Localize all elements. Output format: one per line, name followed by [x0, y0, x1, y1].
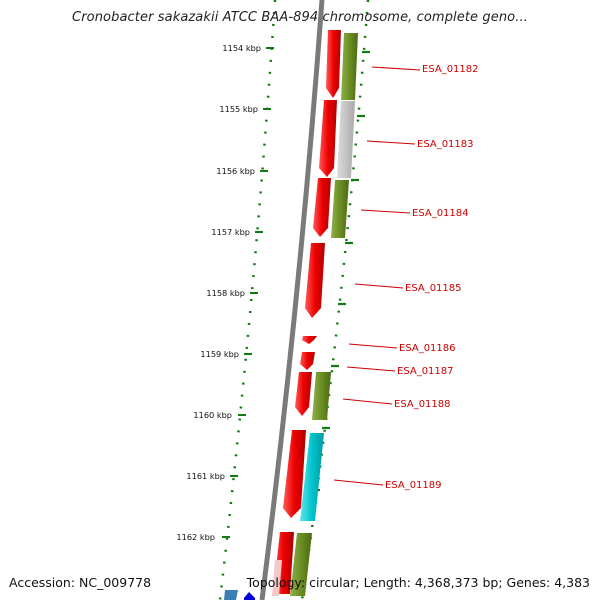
- gene-feature[interactable]: [326, 30, 341, 98]
- map-title: Cronobacter sakazakii ATCC BAA-894 chrom…: [72, 10, 528, 25]
- feature-block-steelblue[interactable]: [224, 590, 238, 600]
- ruler-tick-label: 1154 kbp: [222, 43, 261, 53]
- ruler-tick-label: 1155 kbp: [219, 104, 258, 114]
- label-leader: [342, 398, 393, 405]
- feature-block-olive[interactable]: [331, 180, 349, 238]
- gene-feature[interactable]: [283, 430, 306, 518]
- gene-label[interactable]: ESA_01184: [412, 208, 469, 219]
- feature-block-olive[interactable]: [290, 533, 312, 596]
- ruler-tick-label: 1161 kbp: [186, 471, 225, 481]
- ruler-tick-label: 1160 kbp: [193, 410, 232, 420]
- ruler: 1154 kbp 1155 kbp 1156 kbp 1157 kbp 1158…: [176, 43, 274, 542]
- feature-block-olive[interactable]: [341, 33, 358, 100]
- plus-strand-genes: [273, 30, 341, 594]
- ruler-tick-label: 1158 kbp: [206, 288, 245, 298]
- gene-feature[interactable]: [302, 336, 317, 344]
- gene-feature[interactable]: [319, 100, 337, 177]
- ruler-dotted-ring: [218, 0, 277, 600]
- label-leader: [366, 140, 416, 145]
- gene-feature[interactable]: [305, 243, 325, 318]
- gene-labels: ESA_01182 ESA_01183 ESA_01184 ESA_01185 …: [333, 64, 479, 491]
- gene-feature[interactable]: [295, 372, 312, 416]
- label-leader: [346, 366, 396, 372]
- ruler-tick-label: 1157 kbp: [211, 227, 250, 237]
- label-leader: [354, 283, 404, 289]
- gene-label[interactable]: ESA_01187: [397, 366, 454, 377]
- feature-block-blue[interactable]: [244, 592, 255, 600]
- gene-label[interactable]: ESA_01185: [405, 283, 462, 294]
- outer-dotted-ring: [300, 0, 370, 600]
- label-leader: [348, 343, 398, 349]
- feature-track: [290, 33, 358, 596]
- gene-label[interactable]: ESA_01183: [417, 139, 474, 150]
- ruler-tick-label: 1156 kbp: [216, 166, 255, 176]
- label-leader: [360, 209, 411, 214]
- accession-text: Accession: NC_009778: [9, 575, 152, 590]
- feature-block-pale: [272, 560, 282, 596]
- gene-feature[interactable]: [300, 352, 315, 370]
- ruler-tick-label: 1159 kbp: [200, 349, 239, 359]
- genome-summary-text: Topology: circular; Length: 4,368,373 bp…: [246, 575, 590, 590]
- feature-block-gray[interactable]: [337, 101, 355, 178]
- gene-label[interactable]: ESA_01188: [394, 399, 451, 410]
- label-leader: [333, 479, 384, 486]
- feature-block-cyan[interactable]: [300, 433, 324, 521]
- gene-label[interactable]: ESA_01186: [399, 343, 456, 354]
- gene-feature[interactable]: [313, 178, 331, 237]
- backbone-track: [259, 0, 325, 600]
- feature-block-olive[interactable]: [312, 372, 331, 420]
- label-leader: [371, 66, 421, 71]
- ruler-tick-label: 1162 kbp: [176, 532, 215, 542]
- gene-label[interactable]: ESA_01182: [422, 64, 479, 75]
- gene-label[interactable]: ESA_01189: [385, 480, 442, 491]
